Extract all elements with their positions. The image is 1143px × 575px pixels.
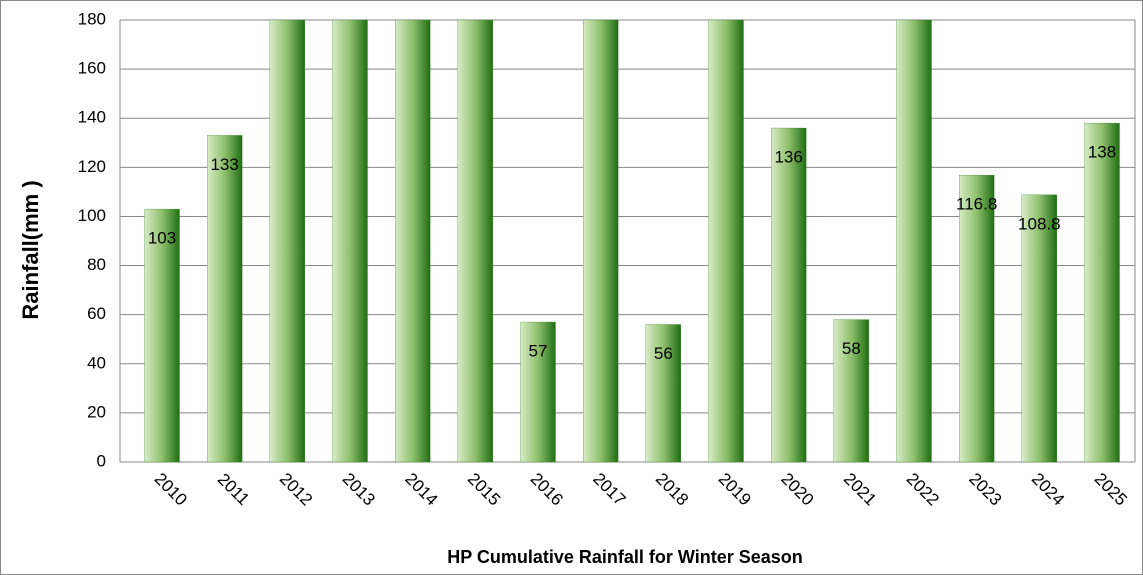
data-label: 138	[1088, 143, 1116, 162]
x-tick-label: 2020	[777, 469, 817, 509]
bar	[144, 208, 180, 463]
x-tick-label: 2025	[1091, 469, 1131, 509]
bar	[771, 127, 807, 463]
bar	[583, 19, 619, 463]
x-tick-label: 2016	[527, 469, 567, 509]
y-tick-label: 140	[78, 108, 106, 127]
bar	[457, 19, 493, 463]
bar	[269, 19, 305, 463]
y-tick-label: 40	[87, 353, 106, 372]
y-tick-label: 80	[87, 255, 106, 274]
x-tick-label: 2015	[464, 469, 504, 509]
x-tick-label: 2019	[715, 469, 755, 509]
x-tick-label: 2023	[965, 469, 1005, 509]
bar	[708, 19, 744, 463]
y-axis-title: Rainfall(mm )	[18, 180, 43, 319]
x-tick-label: 2024	[1028, 469, 1068, 509]
bar	[833, 319, 869, 463]
x-tick-label: 2010	[151, 469, 191, 509]
y-tick-label: 60	[87, 304, 106, 323]
x-tick-label: 2014	[401, 469, 441, 509]
y-tick-label: 120	[78, 157, 106, 176]
data-label: 103	[148, 229, 176, 248]
x-tick-label: 2012	[276, 469, 316, 509]
y-tick-label: 100	[78, 206, 106, 225]
data-label: 57	[529, 342, 548, 361]
x-tick-label: 2022	[903, 469, 943, 509]
y-tick-label: 0	[97, 451, 106, 470]
y-tick-label: 20	[87, 402, 106, 421]
bar	[207, 135, 243, 463]
bar	[332, 19, 368, 463]
x-axis-title: HP Cumulative Rainfall for Winter Season	[447, 547, 803, 567]
data-label: 56	[654, 344, 673, 363]
bar	[959, 175, 995, 463]
x-tick-label: 2021	[840, 469, 880, 509]
bar	[520, 321, 556, 463]
y-tick-label: 180	[78, 9, 106, 28]
bar	[1021, 194, 1057, 463]
data-label: 133	[210, 155, 238, 174]
bar	[896, 19, 932, 463]
bar	[395, 19, 431, 463]
x-tick-label: 2011	[214, 470, 253, 509]
bar	[1084, 122, 1120, 463]
data-label: 58	[842, 339, 861, 358]
data-label: 136	[774, 148, 802, 167]
x-tick-label: 2018	[652, 469, 692, 509]
bar	[645, 324, 681, 463]
data-label: 116.8	[956, 195, 997, 214]
x-tick-label: 2013	[339, 469, 379, 509]
x-tick-label: 2017	[589, 469, 629, 509]
y-tick-label: 160	[78, 59, 106, 78]
data-label: 108.8	[1018, 214, 1061, 233]
